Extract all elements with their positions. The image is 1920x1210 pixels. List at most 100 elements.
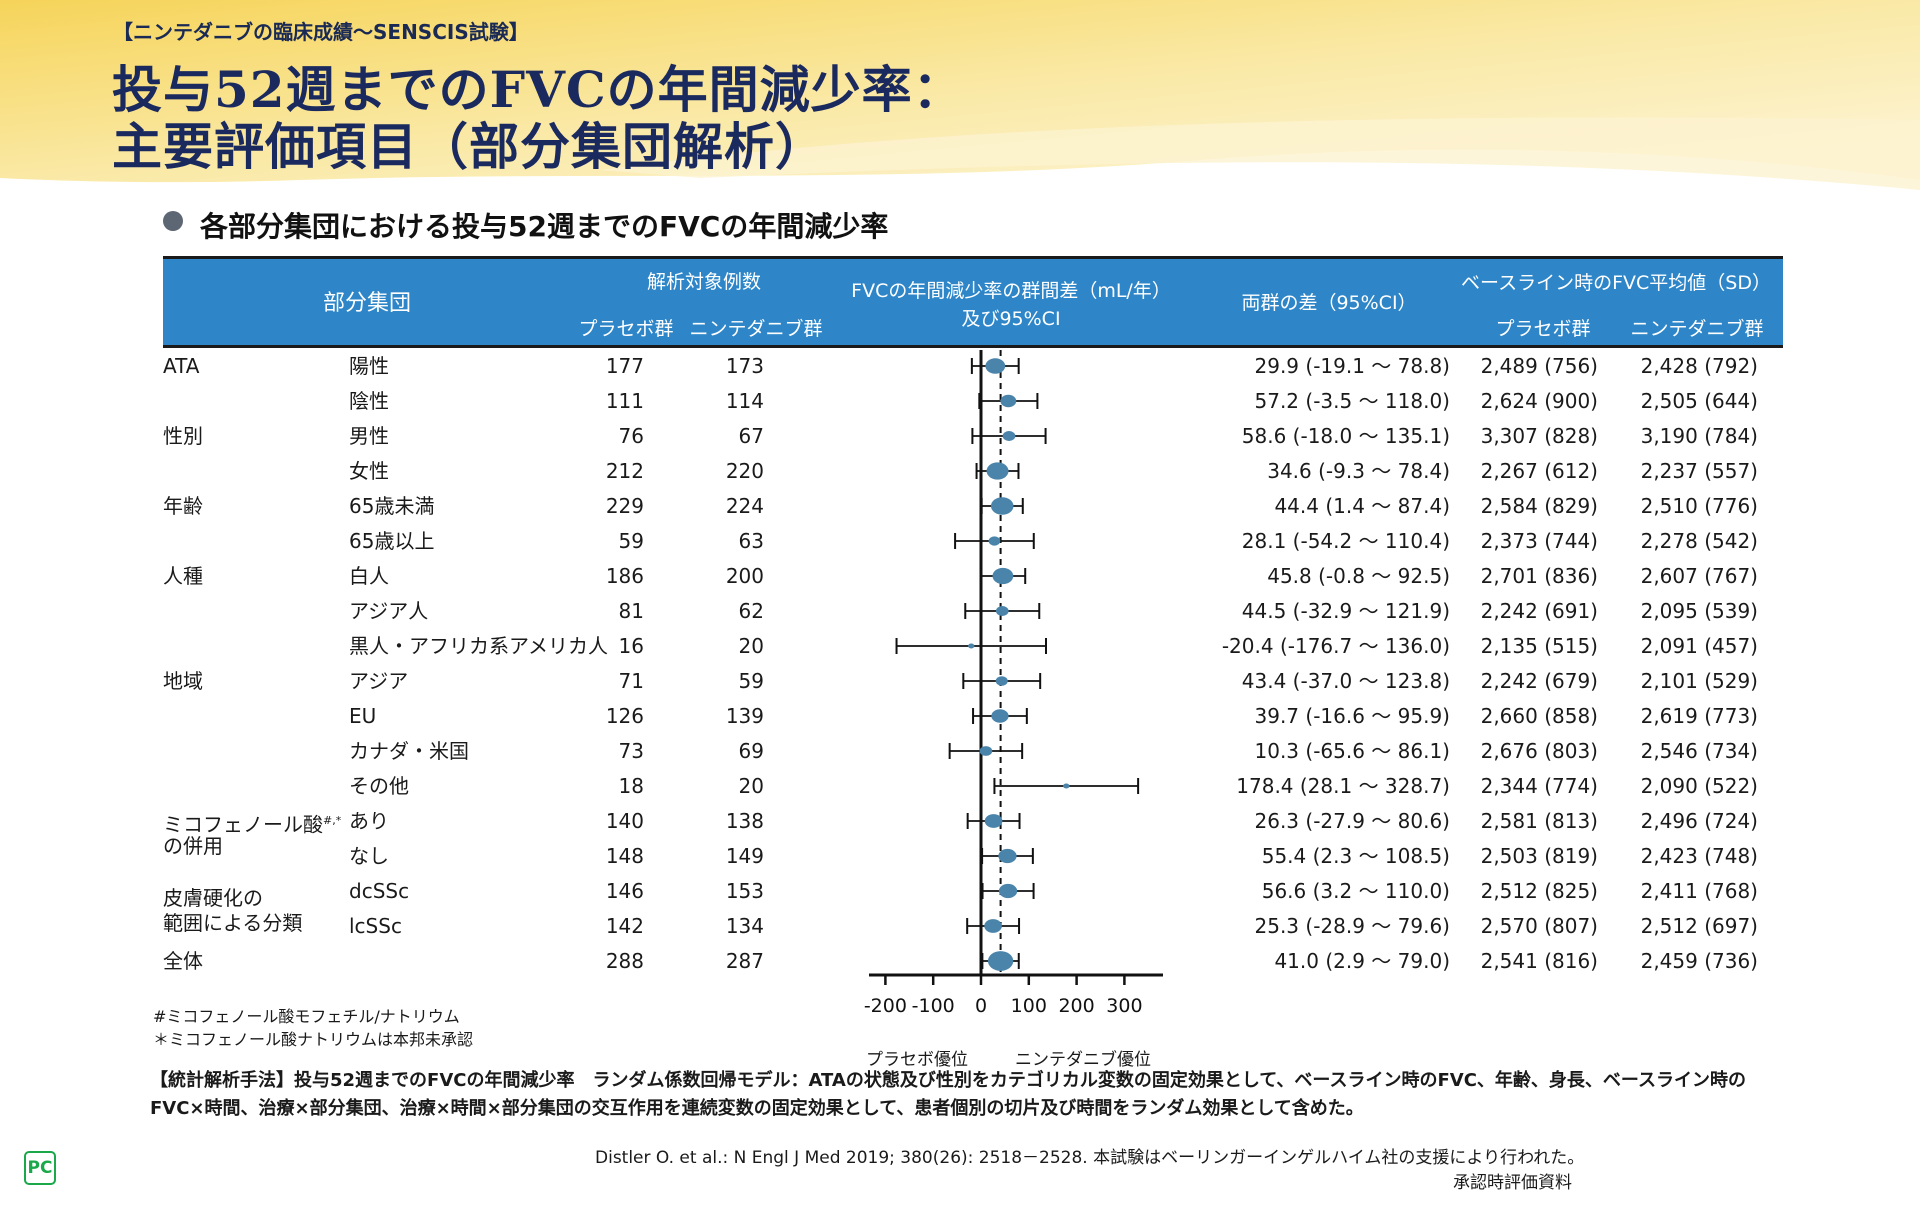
baseline-nintedanib: 2,510 (776) <box>1640 494 1758 518</box>
diff-ci: 58.6 (-18.0 ～ 135.1) <box>1241 424 1450 448</box>
point-estimate <box>985 358 1006 374</box>
n-nintedanib: 20 <box>738 634 764 658</box>
subgroup-label: 陽性 <box>349 354 389 378</box>
baseline-nintedanib: 2,505 (644) <box>1640 389 1758 413</box>
group-label: ミコフェノール酸#,* <box>163 812 342 837</box>
baseline-nintedanib: 2,237 (557) <box>1640 459 1758 483</box>
n-nintedanib: 138 <box>725 809 764 833</box>
point-estimate <box>998 883 1018 899</box>
subgroup-label: あり <box>349 809 389 833</box>
baseline-placebo: 2,344 (774) <box>1480 774 1598 798</box>
n-placebo: 71 <box>618 669 644 693</box>
page-title-line2: 主要評価項目（部分集団解析） <box>112 117 826 176</box>
subgroup-label: 65歳以上 <box>349 529 435 553</box>
diff-ci: 41.0 (2.9 ～ 79.0) <box>1274 949 1450 973</box>
n-placebo: 126 <box>605 704 644 728</box>
footnote-2: ＊ミコフェノール酸ナトリウムは本邦未承認 <box>153 1030 474 1049</box>
x-tick-label: 100 <box>1011 995 1047 1017</box>
subgroup-label: 男性 <box>349 424 389 448</box>
x-tick-label: 200 <box>1058 995 1094 1017</box>
baseline-placebo: 2,512 (825) <box>1480 879 1598 903</box>
baseline-placebo: 2,584 (829) <box>1480 494 1598 518</box>
group-label: の併用 <box>163 833 223 858</box>
header-n-analyzed: 解析対象例数 <box>646 271 762 293</box>
diff-ci: 44.4 (1.4 ～ 87.4) <box>1274 494 1450 518</box>
header-diff: 両群の差（95%CI） <box>1241 292 1417 314</box>
n-placebo: 177 <box>605 354 644 378</box>
point-estimate <box>990 497 1014 515</box>
point-estimate <box>995 606 1009 616</box>
subgroup-label: なし <box>349 844 389 868</box>
baseline-placebo: 2,624 (900) <box>1480 389 1598 413</box>
point-estimate <box>984 814 1003 828</box>
group-label: 人種 <box>163 564 203 588</box>
group-label: 全体 <box>163 949 203 973</box>
n-nintedanib: 224 <box>725 494 764 518</box>
baseline-nintedanib: 2,411 (768) <box>1640 879 1758 903</box>
subgroup-label: 陰性 <box>349 389 389 413</box>
diff-ci: 34.6 (-9.3 ～ 78.4) <box>1267 459 1450 483</box>
n-nintedanib: 153 <box>725 879 764 903</box>
n-placebo: 288 <box>605 949 644 973</box>
subgroup-label: 黒人・アフリカ系アメリカ人 <box>349 634 608 658</box>
group-label: 地域 <box>163 669 203 693</box>
n-nintedanib: 220 <box>725 459 764 483</box>
point-estimate <box>995 676 1008 686</box>
baseline-placebo: 2,242 (679) <box>1480 669 1598 693</box>
n-nintedanib: 200 <box>725 564 764 588</box>
baseline-nintedanib: 2,278 (542) <box>1640 529 1758 553</box>
baseline-nintedanib: 2,496 (724) <box>1640 809 1758 833</box>
n-placebo: 59 <box>618 529 644 553</box>
stats-method-line2: FVC×時間、治療×部分集団、治療×時間×部分集団の交互作用を連続変数の固定効果… <box>150 1098 1364 1119</box>
n-placebo: 148 <box>605 844 644 868</box>
subgroup-label: dcSSc <box>349 879 410 903</box>
baseline-nintedanib: 2,423 (748) <box>1640 844 1758 868</box>
baseline-nintedanib: 2,607 (767) <box>1640 564 1758 588</box>
baseline-placebo: 2,660 (858) <box>1480 704 1598 728</box>
x-tick-label: 0 <box>975 995 987 1017</box>
subgroup-label: 白人 <box>349 564 389 588</box>
point-estimate <box>998 848 1017 864</box>
header-n-placebo: プラセボ群 <box>578 318 674 340</box>
section-heading: 各部分集団における投与52週までのFVCの年間減少率 <box>200 210 889 243</box>
n-placebo: 76 <box>618 424 644 448</box>
n-nintedanib: 20 <box>738 774 764 798</box>
baseline-placebo: 2,503 (819) <box>1480 844 1598 868</box>
diff-ci: 56.6 (3.2 ～ 110.0) <box>1261 879 1450 903</box>
n-nintedanib: 149 <box>725 844 764 868</box>
header-n-nintedanib: ニンテダニブ群 <box>689 318 823 340</box>
n-placebo: 111 <box>605 389 644 413</box>
diff-ci: 10.3 (-65.6 ～ 86.1) <box>1254 739 1451 763</box>
baseline-nintedanib: 3,190 (784) <box>1640 424 1758 448</box>
header-forest-line2: 及び95%CI <box>961 308 1061 330</box>
group-label: 年齢 <box>163 494 203 518</box>
point-estimate <box>1002 431 1016 441</box>
diff-ci: 25.3 (-28.9 ～ 79.6) <box>1254 914 1451 938</box>
baseline-placebo: 2,701 (836) <box>1480 564 1598 588</box>
subgroup-label: EU <box>349 704 377 728</box>
n-nintedanib: 67 <box>738 424 764 448</box>
diff-ci: 43.4 (-37.0 ～ 123.8) <box>1241 669 1450 693</box>
header-baseline: ベースライン時のFVC平均値（SD） <box>1461 272 1771 294</box>
point-estimate <box>991 709 1009 723</box>
approval-note: 承認時評価資料 <box>1453 1173 1572 1193</box>
n-nintedanib: 287 <box>725 949 764 973</box>
table-header: 部分集団 解析対象例数 プラセボ群 ニンテダニブ群 FVCの年間減少率の群間差（… <box>163 256 1783 348</box>
diff-ci: 39.7 (-16.6 ～ 95.9) <box>1254 704 1451 728</box>
x-label-nintedanib-favored: ニンテダニブ優位 <box>1015 1050 1151 1070</box>
diff-ci: 45.8 (-0.8 ～ 92.5) <box>1267 564 1450 588</box>
n-nintedanib: 63 <box>738 529 764 553</box>
x-tick-label: 300 <box>1106 995 1142 1017</box>
n-nintedanib: 69 <box>738 739 764 763</box>
point-estimate <box>992 567 1014 585</box>
n-placebo: 73 <box>618 739 644 763</box>
footnote-1: #ミコフェノール酸モフェチル/ナトリウム <box>153 1007 460 1026</box>
subgroup-label: アジア人 <box>349 599 429 623</box>
subgroup-label: カナダ・米国 <box>349 739 469 763</box>
diff-ci: 55.4 (2.3 ～ 108.5) <box>1261 844 1450 868</box>
n-placebo: 140 <box>605 809 644 833</box>
n-nintedanib: 134 <box>725 914 764 938</box>
point-estimate <box>988 536 1001 546</box>
x-label-placebo-favored: プラセボ優位 <box>866 1050 968 1070</box>
n-placebo: 146 <box>605 879 644 903</box>
